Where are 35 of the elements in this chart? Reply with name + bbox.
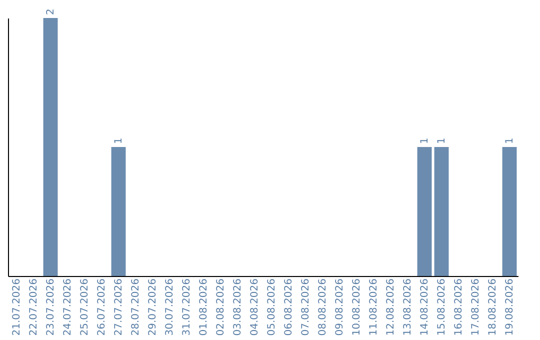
x-tick-label: 25.07.2026: [80, 278, 90, 336]
x-tick-label: 08.08.2026: [318, 278, 328, 336]
x-tick-label: 03.08.2026: [232, 278, 244, 336]
x-tick-label: 27.07.2026: [114, 278, 124, 336]
x-tick-label: 09.08.2026: [334, 278, 346, 336]
data-label: 1: [504, 138, 516, 144]
x-tick-label: 06.08.2026: [284, 278, 294, 336]
x-tick-label: 31.07.2026: [182, 278, 192, 336]
x-tick-label: 26.07.2026: [96, 278, 108, 336]
x-tick-label: 30.07.2026: [164, 278, 176, 336]
data-label: 1: [420, 138, 430, 144]
x-tick-label: 16.08.2026: [454, 278, 464, 336]
x-tick-label: 12.08.2026: [386, 278, 396, 336]
x-tick-label: 17.08.2026: [470, 278, 482, 336]
x-tick-label: 11.08.2026: [368, 278, 380, 336]
x-tick-label: 10.08.2026: [352, 278, 362, 336]
x-tick-label: 21.07.2026: [12, 278, 22, 336]
x-tick-label: 14.08.2026: [420, 278, 430, 336]
x-tick-label: 18.08.2026: [488, 278, 498, 336]
x-tick-label: 23.07.2026: [46, 278, 56, 336]
x-tick-label: 15.08.2026: [436, 278, 448, 336]
x-tick-label: 19.08.2026: [504, 278, 516, 336]
x-tick-label: 07.08.2026: [300, 278, 312, 336]
x-tick-label: 04.08.2026: [250, 278, 260, 336]
data-label: 2: [46, 8, 56, 15]
data-label: 1: [114, 138, 124, 144]
x-tick-label: 01.08.2026: [198, 278, 210, 336]
x-tick-label: 29.07.2026: [148, 278, 158, 336]
x-tick-label: 22.07.2026: [28, 278, 40, 336]
x-tick-label: 02.08.2026: [216, 278, 226, 336]
x-tick-label: 28.07.2026: [130, 278, 142, 336]
x-tick-label: 05.08.2026: [266, 278, 278, 336]
x-tick-label: 13.08.2026: [402, 278, 414, 336]
data-label: 1: [436, 138, 448, 144]
x-tick-label: 24.07.2026: [62, 278, 74, 336]
